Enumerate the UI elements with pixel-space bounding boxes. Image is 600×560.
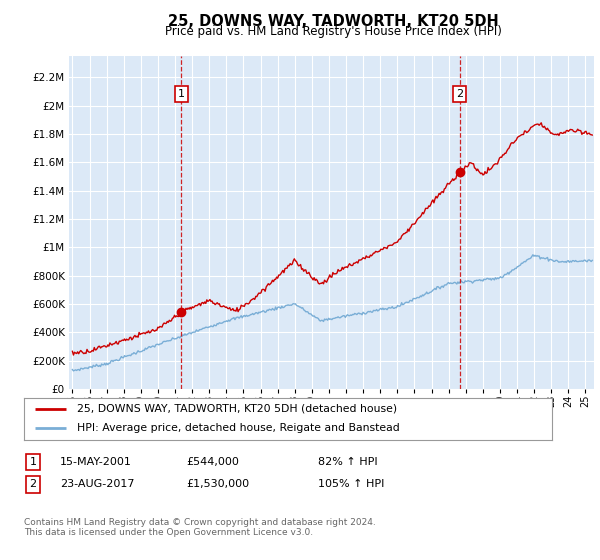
Text: 23-AUG-2017: 23-AUG-2017 (60, 479, 134, 489)
Text: 105% ↑ HPI: 105% ↑ HPI (318, 479, 385, 489)
Text: 1: 1 (29, 457, 37, 467)
Text: £544,000: £544,000 (186, 457, 239, 467)
Text: 15-MAY-2001: 15-MAY-2001 (60, 457, 132, 467)
Text: Contains HM Land Registry data © Crown copyright and database right 2024.
This d: Contains HM Land Registry data © Crown c… (24, 518, 376, 538)
Text: 25, DOWNS WAY, TADWORTH, KT20 5DH (detached house): 25, DOWNS WAY, TADWORTH, KT20 5DH (detac… (77, 404, 397, 414)
Text: 1: 1 (178, 89, 185, 99)
Text: Price paid vs. HM Land Registry's House Price Index (HPI): Price paid vs. HM Land Registry's House … (164, 25, 502, 38)
Text: £1,530,000: £1,530,000 (186, 479, 249, 489)
Text: 2: 2 (29, 479, 37, 489)
Text: HPI: Average price, detached house, Reigate and Banstead: HPI: Average price, detached house, Reig… (77, 423, 400, 433)
Text: 82% ↑ HPI: 82% ↑ HPI (318, 457, 377, 467)
Text: 25, DOWNS WAY, TADWORTH, KT20 5DH: 25, DOWNS WAY, TADWORTH, KT20 5DH (167, 14, 499, 29)
Text: 2: 2 (456, 89, 463, 99)
